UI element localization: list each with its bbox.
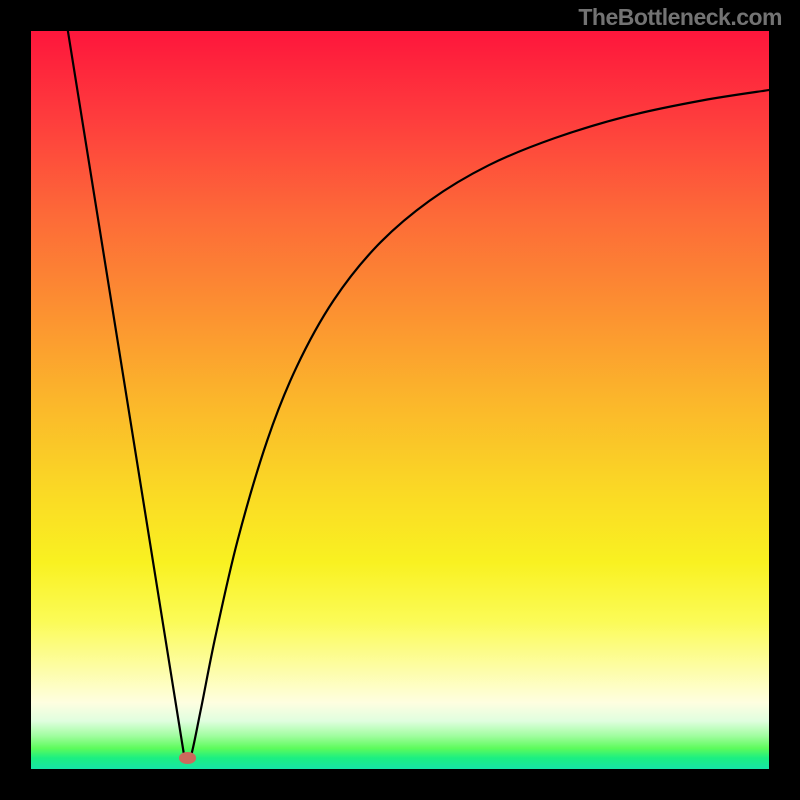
chart-container: TheBottleneck.com	[0, 0, 800, 800]
attribution-text: TheBottleneck.com	[578, 4, 782, 31]
plot-svg	[31, 31, 769, 769]
gradient-background	[31, 31, 769, 769]
plot-area	[31, 31, 769, 769]
optimal-point-marker	[179, 752, 197, 764]
